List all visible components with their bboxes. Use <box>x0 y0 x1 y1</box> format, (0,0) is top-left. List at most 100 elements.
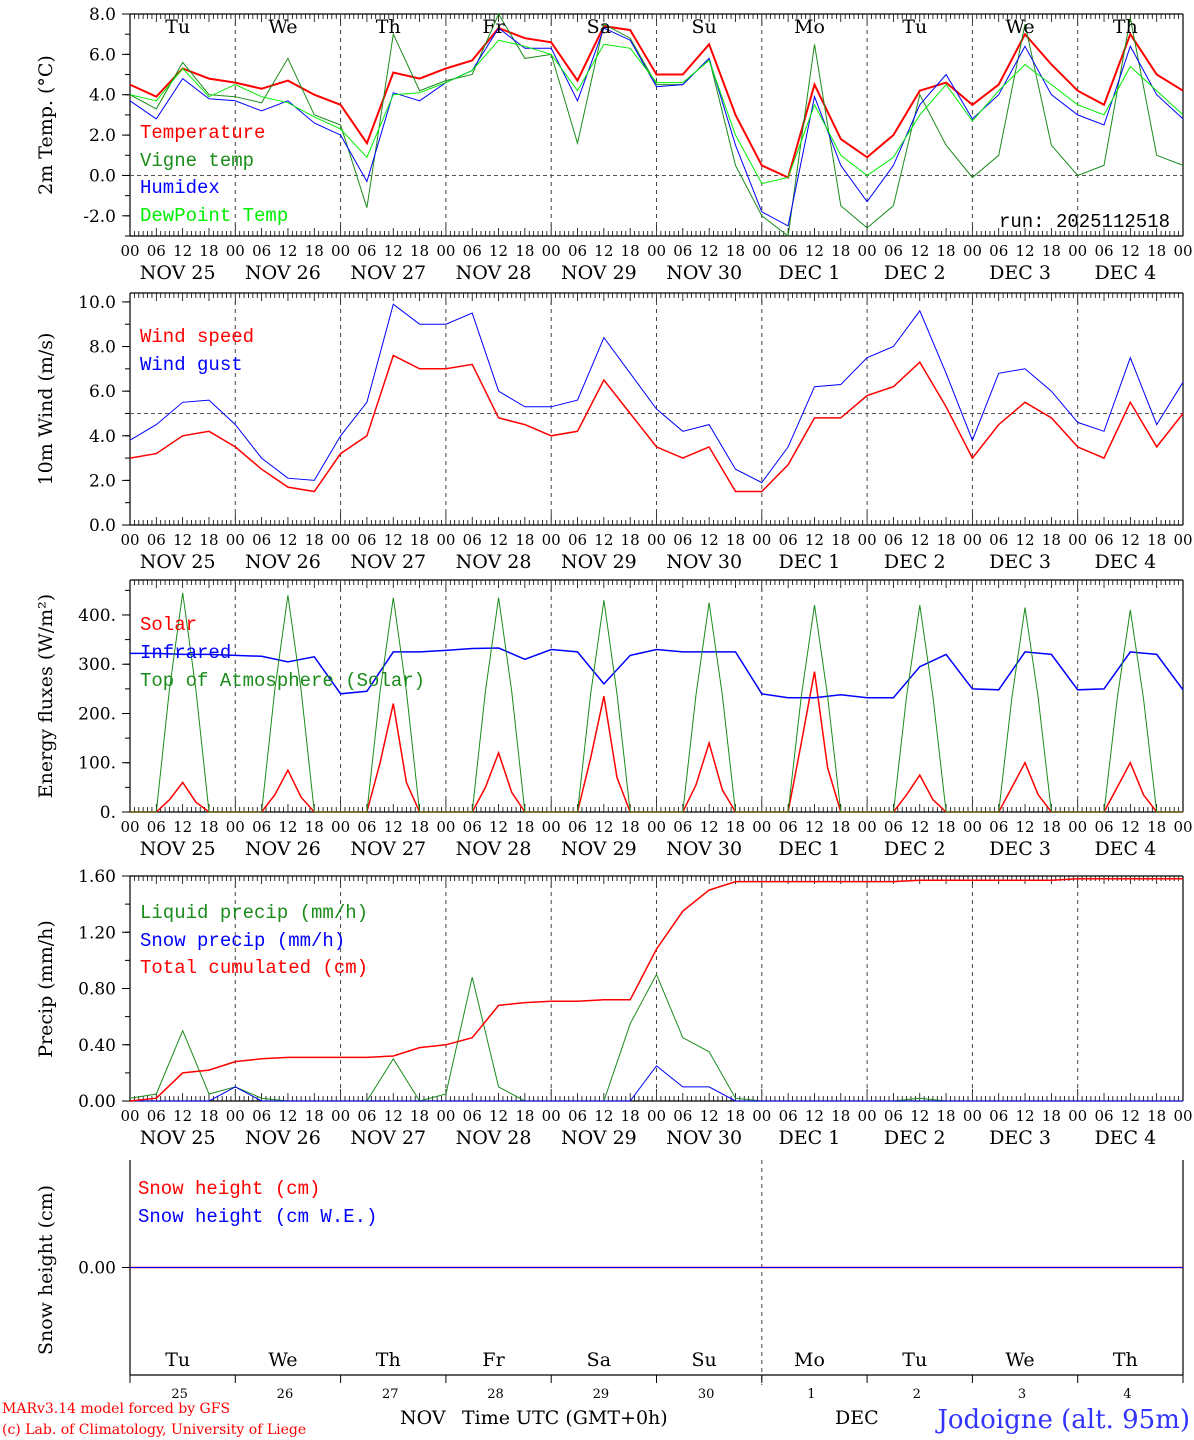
hour-tick-label: 06 <box>779 1107 798 1125</box>
hour-tick-label: 00 <box>542 242 561 260</box>
series-dewpoint-temp-line <box>129 39 1184 185</box>
hour-tick-label: 18 <box>621 1107 640 1125</box>
hour-tick-label: 06 <box>884 818 903 836</box>
y-tick-label: 200. <box>78 704 116 724</box>
hour-tick-label: 18 <box>199 1107 218 1125</box>
hour-tick-label: 18 <box>305 242 324 260</box>
y-tick-label: 0.0 <box>89 516 116 536</box>
hour-tick-label: 06 <box>568 242 587 260</box>
day-name-label: Th <box>1113 1349 1138 1371</box>
date-label: NOV 27 <box>350 262 426 284</box>
date-label: NOV 26 <box>245 551 321 573</box>
hour-tick-label: 00 <box>331 242 350 260</box>
day-name-label: Tu <box>165 16 190 38</box>
hour-tick-label: 00 <box>331 1107 350 1125</box>
hour-tick-label: 18 <box>515 531 534 549</box>
day-number-label: 26 <box>277 1387 294 1402</box>
hour-tick-label: 18 <box>937 1107 956 1125</box>
date-label: NOV 29 <box>561 1127 637 1149</box>
legend-entry: Temperature <box>140 122 265 144</box>
hour-tick-label: 18 <box>305 1107 324 1125</box>
hour-tick-label: 00 <box>752 531 771 549</box>
legend-entry: Solar <box>140 614 197 636</box>
date-label: NOV 26 <box>245 262 321 284</box>
hour-tick-label: 18 <box>831 818 850 836</box>
day-name-label: Tu <box>902 16 927 38</box>
date-label: DEC 2 <box>884 262 946 284</box>
hour-tick-label: 18 <box>831 242 850 260</box>
y-tick-label: 1.60 <box>78 867 116 887</box>
series-total-cumulated-cm-line <box>129 878 1183 1102</box>
day-number-label: 27 <box>382 1387 399 1402</box>
hour-tick-label: 18 <box>1042 531 1061 549</box>
hour-tick-label: 18 <box>831 531 850 549</box>
date-label: NOV 30 <box>666 838 742 860</box>
hour-tick-label: 18 <box>199 818 218 836</box>
hour-tick-label: 18 <box>410 531 429 549</box>
hour-tick-label: 00 <box>963 818 982 836</box>
hour-tick-label: 00 <box>647 1107 666 1125</box>
hour-tick-label: 00 <box>542 531 561 549</box>
day-name-label: Fr <box>482 1349 505 1371</box>
date-label: NOV 28 <box>456 838 532 860</box>
hour-tick-label: 12 <box>700 531 719 549</box>
hour-tick-label: 18 <box>937 242 956 260</box>
legend-entry: Top of Atmosphere (Solar) <box>140 670 425 692</box>
hour-tick-label: 00 <box>331 818 350 836</box>
hour-tick-label: 00 <box>858 818 877 836</box>
date-label: DEC 4 <box>1094 1127 1156 1149</box>
date-label: DEC 2 <box>884 838 946 860</box>
y-axis-title: Snow height (cm) <box>35 1185 57 1355</box>
day-number-label: 1 <box>807 1387 815 1402</box>
hour-tick-label: 00 <box>752 242 771 260</box>
hour-tick-label: 12 <box>278 818 297 836</box>
hour-tick-label: 00 <box>436 818 455 836</box>
y-tick-label: 4.0 <box>89 427 116 447</box>
hour-tick-label: 06 <box>147 818 166 836</box>
y-tick-label: 0.0 <box>89 166 116 186</box>
day-number-label: 4 <box>1123 1387 1131 1402</box>
series-temperature-line <box>129 25 1184 179</box>
hour-tick-label: 12 <box>384 818 403 836</box>
y-tick-label: 400. <box>78 606 116 626</box>
hour-tick-label: 00 <box>226 1107 245 1125</box>
y-tick-label: 6.0 <box>89 382 116 402</box>
hour-tick-label: 00 <box>1173 1107 1192 1125</box>
hour-tick-label: 06 <box>568 818 587 836</box>
hour-tick-label: 06 <box>147 1107 166 1125</box>
day-name-label: Sa <box>587 16 611 38</box>
y-tick-label: 0. <box>100 803 116 823</box>
hour-tick-label: 00 <box>120 818 139 836</box>
hour-tick-label: 18 <box>726 531 745 549</box>
day-name-label: Tu <box>165 1349 190 1371</box>
hour-tick-label: 00 <box>436 242 455 260</box>
hour-tick-label: 18 <box>410 242 429 260</box>
location-label: Jodoigne (alt. 95m) <box>934 1405 1190 1435</box>
hour-tick-label: 12 <box>805 1107 824 1125</box>
hour-tick-label: 18 <box>937 818 956 836</box>
hour-tick-label: 00 <box>647 242 666 260</box>
series-wind-gust-line <box>129 303 1184 484</box>
day-number-label: 30 <box>698 1387 715 1402</box>
hour-tick-label: 18 <box>726 242 745 260</box>
y-tick-label: 0.00 <box>78 1259 116 1279</box>
y-tick-label: 0.00 <box>78 1092 116 1112</box>
date-label: NOV 29 <box>561 262 637 284</box>
hour-tick-label: 18 <box>199 242 218 260</box>
hour-tick-label: 06 <box>463 818 482 836</box>
date-label: DEC 3 <box>989 551 1051 573</box>
legend-entry: Wind speed <box>140 326 254 348</box>
date-label: DEC 3 <box>989 838 1051 860</box>
hour-tick-label: 12 <box>1016 1107 1035 1125</box>
month-label-dec: DEC <box>835 1407 879 1429</box>
hour-tick-label: 00 <box>120 1107 139 1125</box>
hour-tick-label: 00 <box>226 531 245 549</box>
hour-tick-label: 18 <box>1147 531 1166 549</box>
hour-tick-label: 12 <box>1121 531 1140 549</box>
hour-tick-label: 18 <box>1147 1107 1166 1125</box>
run-label: run: 2025112518 <box>999 211 1170 233</box>
hour-tick-label: 06 <box>989 1107 1008 1125</box>
hour-tick-label: 06 <box>568 1107 587 1125</box>
hour-tick-label: 06 <box>147 531 166 549</box>
